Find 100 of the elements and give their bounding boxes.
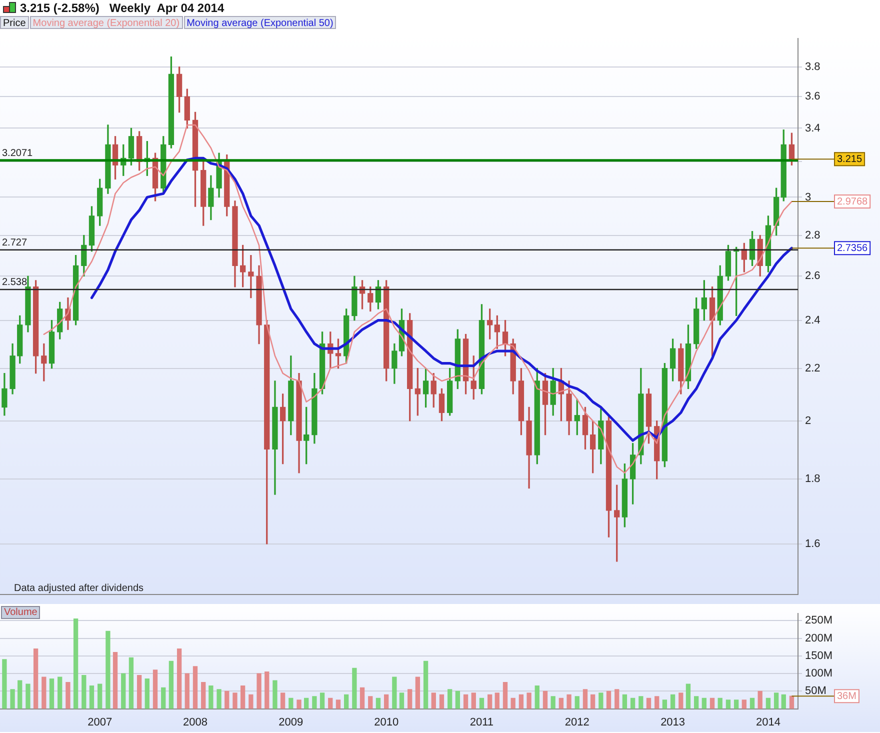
x-tick-label: 2014 <box>756 716 780 728</box>
y-tick-label: 2.4 <box>805 314 820 326</box>
y-tick-label: 3.4 <box>805 122 820 134</box>
bar <box>89 686 94 709</box>
bar <box>734 700 739 709</box>
y-tick-label: 2.8 <box>805 229 820 242</box>
x-tick-label: 2008 <box>183 716 208 728</box>
y-tick-label: 3.6 <box>805 90 820 103</box>
bar <box>431 692 436 709</box>
bar <box>702 698 706 709</box>
ref-line-label: 2.727 <box>2 238 28 249</box>
bar <box>208 686 214 709</box>
bar <box>750 698 755 709</box>
bar <box>296 700 302 709</box>
y-tick-label: 150M <box>805 650 833 662</box>
legend-title: Price <box>0 16 29 29</box>
bar <box>392 676 397 709</box>
bar <box>26 684 30 709</box>
bar <box>168 660 174 709</box>
bar <box>376 698 381 709</box>
bar <box>758 690 762 709</box>
bar <box>518 694 524 709</box>
bar <box>304 698 309 709</box>
bar <box>82 674 86 709</box>
bar <box>121 673 126 709</box>
bar <box>42 676 46 709</box>
bar <box>718 698 722 709</box>
bar <box>399 692 404 709</box>
bar <box>710 698 715 709</box>
y-tick-label: 1.8 <box>805 472 820 485</box>
bar <box>320 692 325 709</box>
bar <box>98 684 102 709</box>
bar <box>622 694 628 709</box>
bar <box>542 690 548 709</box>
bar <box>566 694 572 709</box>
bar <box>288 698 294 709</box>
chart-title: Volume <box>1 606 40 619</box>
bar <box>479 698 484 709</box>
annotation: Data adjusted after dividends <box>14 583 144 594</box>
bar <box>408 689 412 709</box>
y-tick-label: 250M <box>805 614 833 627</box>
bar <box>590 694 596 709</box>
y-tick-label: 2.6 <box>805 270 820 282</box>
text: Moving average (Exponential 50) <box>184 16 336 29</box>
bar <box>781 694 786 709</box>
bar <box>455 690 460 709</box>
y-tick-label: 3.8 <box>805 60 820 73</box>
bar <box>192 666 198 709</box>
bar <box>232 692 238 709</box>
bar <box>248 694 254 709</box>
y-tick-label: 2 <box>805 414 812 427</box>
bar <box>488 694 492 709</box>
bar <box>439 694 444 709</box>
bar <box>312 696 317 709</box>
bar <box>280 692 286 709</box>
bar <box>161 687 166 709</box>
bar <box>638 696 644 709</box>
bar <box>526 692 532 709</box>
bar <box>726 700 731 709</box>
bar <box>789 696 794 709</box>
bar <box>510 698 516 709</box>
bar <box>368 696 373 709</box>
x-tick-label: 2013 <box>660 716 686 728</box>
y-tick-label: 200M <box>805 632 833 644</box>
x-tick-label: 2011 <box>470 716 494 728</box>
y-tick-label: 3 <box>805 191 812 204</box>
x-tick-label: 2007 <box>88 716 112 728</box>
bar <box>144 678 150 709</box>
bar <box>2 659 7 709</box>
x-tick-label: 2009 <box>278 716 304 728</box>
bar <box>558 698 564 709</box>
bar <box>630 698 636 709</box>
bar <box>423 660 428 709</box>
bar <box>58 676 62 709</box>
bar <box>10 689 15 709</box>
y-tick-label: 100M <box>805 668 833 680</box>
bar <box>614 689 620 709</box>
bar <box>582 689 588 709</box>
bar <box>494 692 500 709</box>
bar <box>73 618 78 709</box>
bar <box>550 696 556 709</box>
y-tick-label: 2.2 <box>805 362 820 374</box>
bar <box>766 698 771 709</box>
bar <box>344 694 349 709</box>
bar <box>152 670 158 709</box>
annotation: 3.215 <box>837 154 862 165</box>
bar <box>774 692 779 709</box>
y-tick-label: 50M <box>805 685 826 698</box>
bar <box>694 696 699 709</box>
bar <box>49 678 54 709</box>
bar <box>328 698 333 709</box>
bar <box>336 700 341 709</box>
text: Moving average (Exponential 20) <box>30 16 183 29</box>
ref-line-label: 2.538 <box>2 277 28 288</box>
bar <box>176 648 182 709</box>
bar <box>18 680 22 709</box>
bar <box>606 690 612 709</box>
bar <box>66 682 70 709</box>
bar <box>360 687 365 709</box>
bar <box>33 648 38 709</box>
